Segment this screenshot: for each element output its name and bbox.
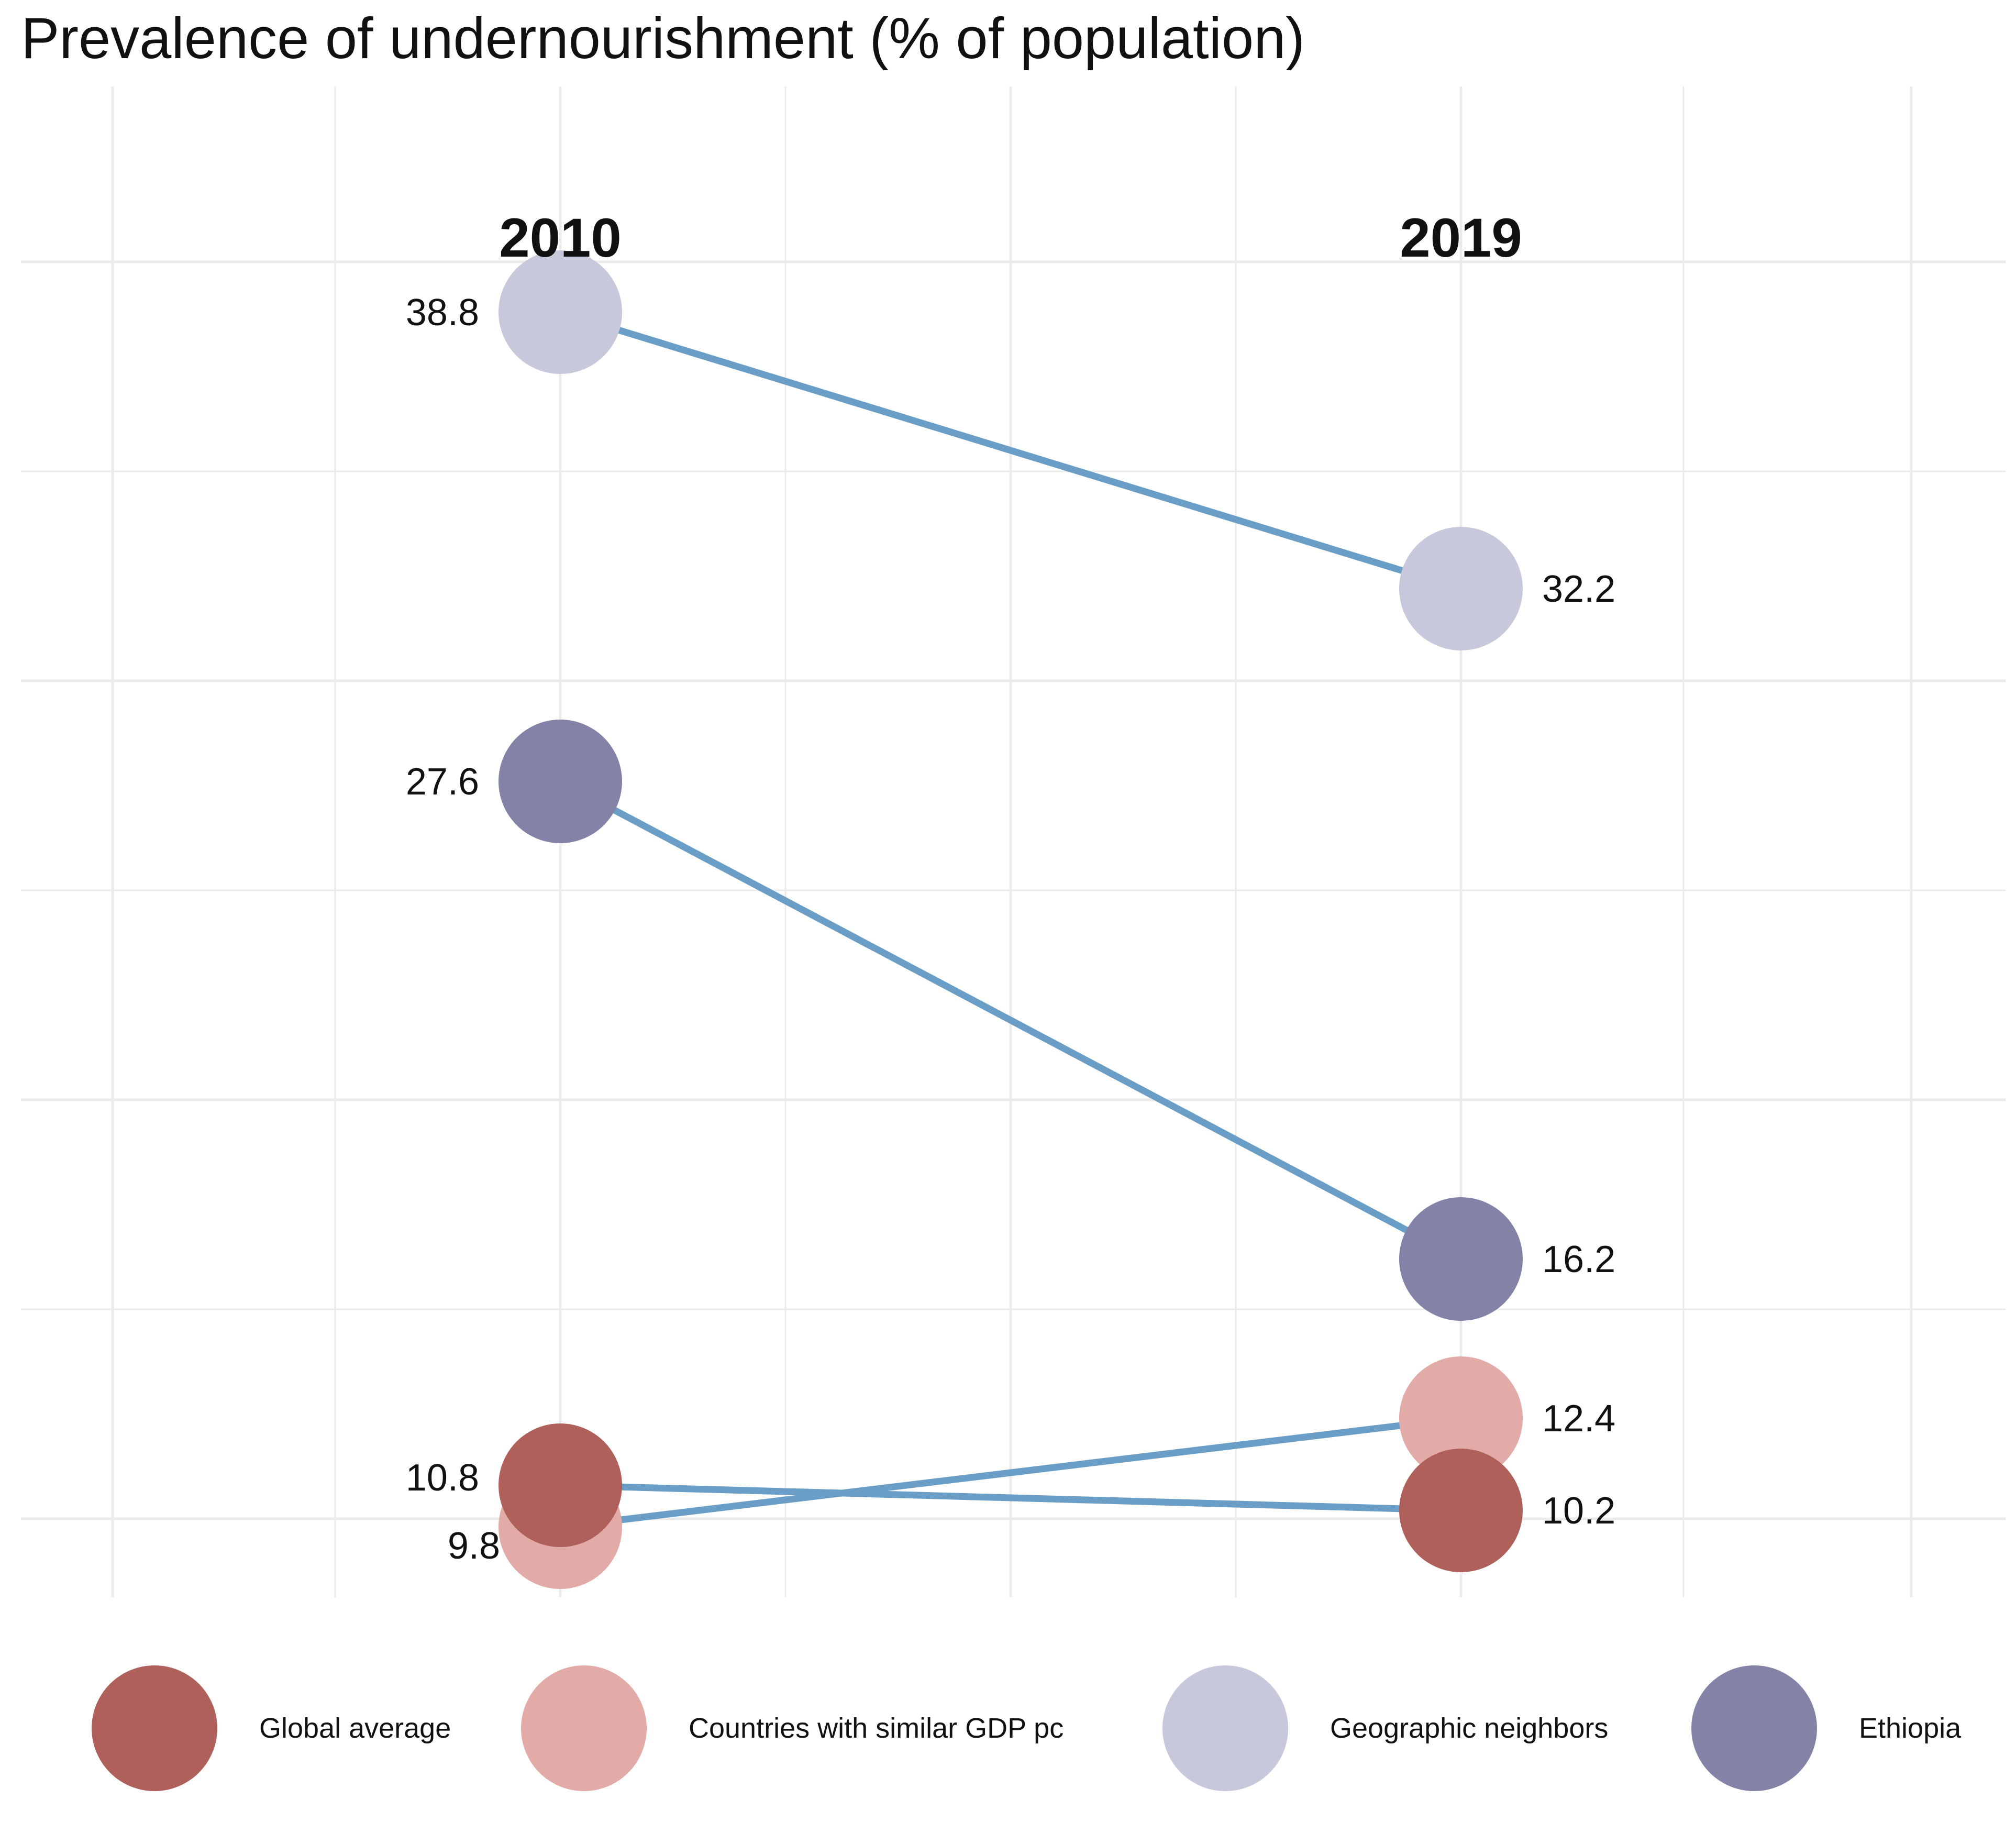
value-label-2019: 32.2	[1542, 568, 1615, 610]
value-label-2010: 27.6	[406, 761, 479, 803]
chart-title: Prevalence of undernourishment (% of pop…	[21, 6, 1305, 71]
year-header-2019: 2019	[1400, 207, 1522, 269]
legend-item: Ethiopia	[1691, 1665, 1961, 1791]
value-label-2019: 16.2	[1542, 1239, 1615, 1280]
slope-chart: 2010 2019 10.8 10.2 9.8 12.4 38.8 32.2 27.6 16.2	[21, 86, 2006, 1597]
value-label-2010: 9.8	[448, 1525, 500, 1567]
legend-label: Geographic neighbors	[1330, 1713, 1609, 1744]
slope-line	[557, 308, 1465, 592]
legend-swatch	[1691, 1665, 1817, 1791]
legend-swatch	[1162, 1665, 1288, 1791]
data-point	[499, 1423, 622, 1547]
data-point	[1399, 1449, 1523, 1572]
slope-line	[557, 1482, 1465, 1514]
legend-item: Countries with similar GDP pc	[521, 1665, 1064, 1791]
data-point	[499, 250, 622, 374]
slope-line	[557, 778, 1465, 1263]
data-point	[1399, 1356, 1523, 1480]
data-point	[1399, 1197, 1523, 1321]
data-point	[1399, 527, 1523, 650]
year-header-2010: 2010	[499, 207, 622, 269]
slope-line	[557, 1415, 1465, 1531]
legend-label: Ethiopia	[1859, 1713, 1962, 1744]
value-label-2019: 10.2	[1542, 1490, 1615, 1532]
legend-item: Geographic neighbors	[1162, 1665, 1608, 1791]
value-label-2019: 12.4	[1542, 1398, 1615, 1440]
legend-label: Countries with similar GDP pc	[689, 1713, 1064, 1744]
legend-swatch	[521, 1665, 647, 1791]
legend: Global average Countries with similar GDP…	[0, 1665, 2016, 1791]
data-point	[499, 720, 622, 843]
value-label-2010: 10.8	[406, 1457, 479, 1499]
value-label-2010: 38.8	[406, 292, 479, 334]
legend-swatch	[92, 1665, 217, 1791]
legend-label: Global average	[259, 1713, 451, 1744]
legend-item: Global average	[92, 1665, 451, 1791]
